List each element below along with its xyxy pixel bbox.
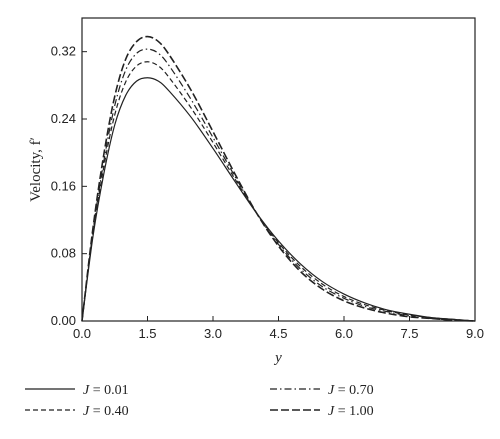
axes [81,51,476,322]
y-tick-label: 0.16 [51,178,76,193]
y-tick-label: 0.08 [51,246,76,261]
series-line-4 [81,35,476,322]
x-tick-label: 0.0 [73,326,91,341]
series-layer [81,35,476,322]
legend-label-4: J = 1.00 [328,404,374,419]
legend-label-3: J = 0.70 [328,383,374,398]
x-tick-label: 9.0 [466,326,484,341]
series-line-3 [81,48,476,322]
y-tick-label: 0.32 [51,44,76,59]
y-tick-label: 0.00 [51,313,76,328]
x-tick-label: 1.5 [138,326,156,341]
x-tick-label: 4.5 [269,326,287,341]
legend: J = 0.01 J = 0.40 J = 0.70 J = 1.00 [25,383,374,419]
x-tick-label: 7.5 [400,326,418,341]
x-tick-label: 6.0 [335,326,353,341]
x-tick-label: 3.0 [204,326,222,341]
series-line-2 [81,61,476,322]
x-axis-label: y [273,350,282,366]
y-axis-label: Velocity, f′ [28,137,44,202]
series-line-1 [81,77,476,322]
tick-labels: 0.0 1.5 3.0 4.5 6.0 7.5 9.0 0.00 0.08 0.16 0.24 0.3… [51,44,484,341]
legend-label-2: J = 0.40 [83,404,129,419]
legend-label-1: J = 0.01 [83,383,129,398]
y-tick-label: 0.24 [51,111,76,126]
